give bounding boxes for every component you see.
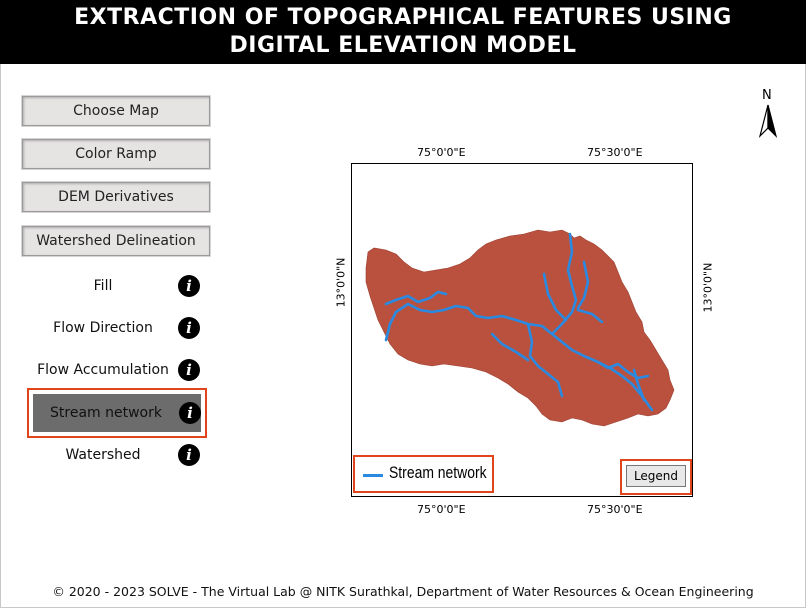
option-watershed-label: Watershed	[65, 447, 141, 463]
page-header: EXTRACTION OF TOPOGRAPHICAL FEATURES USI…	[0, 0, 806, 64]
flow-direction-info-icon[interactable]: i	[178, 317, 200, 339]
stream-upper-left	[384, 290, 448, 306]
watershed-polygon	[365, 229, 675, 427]
bottom-coord-left: 75°0'0"E	[417, 503, 466, 516]
stream-legend-swatch	[363, 474, 383, 477]
stream-center-south	[526, 322, 564, 398]
selected-highlight	[33, 394, 201, 432]
page-title-line1: EXTRACTION OF TOPOGRAPHICAL FEATURES USI…	[74, 5, 732, 30]
fill-info-icon[interactable]: i	[178, 275, 200, 297]
option-flow-accumulation-label: Flow Accumulation	[37, 362, 169, 378]
stream-lower-center	[490, 332, 530, 362]
stream-north-branch-b	[576, 260, 590, 310]
right-coord: 13°0'0"N	[701, 262, 715, 313]
stream-network-lines	[384, 232, 654, 412]
legend-button-highlight: Legend	[620, 459, 692, 495]
top-coord-left: 75°0'0"E	[417, 146, 466, 159]
watershed-map	[365, 229, 675, 427]
stream-north-branch-a	[550, 232, 578, 336]
footer: © 2020 - 2023 SOLVE - The Virtual Lab @ …	[52, 584, 754, 599]
watershed-info-icon[interactable]: i	[178, 444, 200, 466]
option-stream-network[interactable]: Stream network i	[27, 388, 207, 438]
left-coord: 13°0'0"N	[334, 257, 348, 308]
option-flow-direction[interactable]: Flow Direction i	[28, 310, 204, 346]
stream-right-branch	[576, 308, 604, 324]
page-title-line2: DIGITAL ELEVATION MODEL	[229, 33, 577, 58]
top-coord-right: 75°30'0"E	[587, 146, 643, 159]
option-flow-direction-label: Flow Direction	[53, 320, 153, 336]
option-flow-accumulation[interactable]: Flow Accumulation i	[28, 352, 204, 388]
dem-derivatives-button[interactable]: DEM Derivatives	[22, 182, 210, 212]
bottom-coord-right: 75°30'0"E	[587, 503, 643, 516]
flow-accumulation-info-icon[interactable]: i	[178, 359, 200, 381]
stream-north-branch-c	[542, 272, 568, 322]
color-ramp-button[interactable]: Color Ramp	[22, 139, 210, 169]
choose-map-button[interactable]: Choose Map	[22, 96, 210, 126]
option-fill[interactable]: Fill i	[28, 268, 204, 304]
watershed-delineation-button[interactable]: Watershed Delineation	[22, 226, 210, 256]
legend-label: Stream network	[389, 463, 487, 482]
north-arrow: N	[758, 88, 778, 138]
north-arrow-icon	[758, 104, 778, 138]
map-panel[interactable]	[351, 163, 693, 497]
stream-east	[596, 360, 650, 380]
legend-button[interactable]: Legend	[626, 465, 686, 487]
stream-network-info-icon[interactable]: i	[179, 402, 201, 424]
stream-southeast	[632, 368, 646, 402]
option-fill-label: Fill	[93, 278, 113, 294]
option-stream-network-label: Stream network	[50, 405, 162, 421]
north-label: N	[762, 88, 772, 103]
legend-box: Stream network	[353, 455, 494, 493]
option-watershed[interactable]: Watershed i	[28, 437, 204, 473]
